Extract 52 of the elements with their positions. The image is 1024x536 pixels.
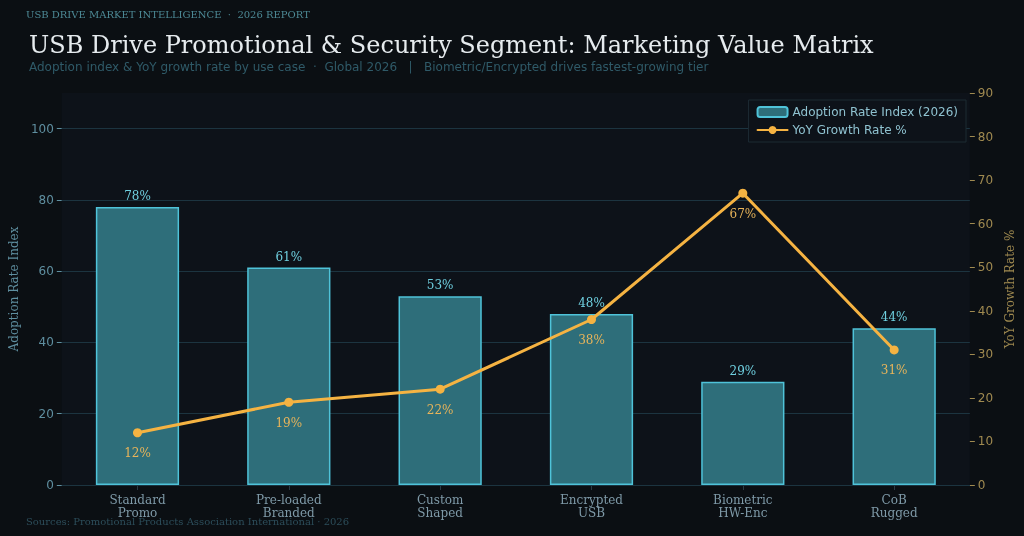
data-label: 29% bbox=[729, 363, 757, 378]
bar bbox=[549, 313, 634, 485]
y2-tick-label: 70 bbox=[977, 173, 994, 188]
bar bbox=[95, 207, 180, 485]
y-tick-label: 0 bbox=[46, 478, 54, 492]
y2-tick-label: 0 bbox=[977, 478, 986, 492]
data-label: 53% bbox=[426, 278, 454, 293]
y-tick-label: 80 bbox=[38, 192, 54, 207]
data-label: 31% bbox=[880, 363, 908, 378]
data-label: 48% bbox=[578, 295, 605, 310]
chart-subtitle: Adoption index & YoY growth rate by use case · Global 2026 | Biometric/Encrypted drives fastest-growing tier bbox=[29, 60, 709, 74]
point bbox=[284, 397, 294, 407]
data-label: 22% bbox=[426, 402, 454, 417]
x-tick-label: CoB Rugged bbox=[870, 492, 918, 520]
point bbox=[889, 345, 899, 355]
legend-label: YoY Growth Rate % bbox=[791, 123, 907, 137]
chart-title: USB Drive Promotional & Security Segment: Marketing Value Matrix bbox=[29, 31, 875, 59]
data-label: 38% bbox=[578, 332, 605, 347]
y2-tick-label: 90 bbox=[977, 86, 994, 100]
y2-tick-label: 30 bbox=[977, 347, 994, 362]
data-label: 61% bbox=[275, 249, 303, 264]
point bbox=[132, 428, 142, 438]
y2-tick-label: 10 bbox=[977, 434, 994, 449]
y-tick-label: 100 bbox=[30, 121, 54, 136]
y2-tick-label: 60 bbox=[977, 216, 994, 231]
y-axis-title: Adoption Rate Index bbox=[7, 226, 21, 353]
y2-tick-label: 50 bbox=[977, 260, 994, 275]
text: USB DRIVE MARKET INTELLIGENCE · 2026 REPORT bbox=[26, 8, 311, 20]
point bbox=[587, 314, 596, 324]
legend-label: Adoption Rate Index (2026) bbox=[792, 105, 959, 119]
bar bbox=[247, 267, 331, 485]
point bbox=[738, 188, 748, 198]
data-label: 44% bbox=[880, 310, 908, 325]
y-tick-label: 60 bbox=[38, 264, 54, 279]
point bbox=[435, 384, 445, 394]
bar bbox=[398, 296, 482, 485]
bar bbox=[701, 381, 785, 485]
bar bbox=[852, 328, 936, 485]
y2-tick-label: 20 bbox=[977, 390, 994, 405]
x-tick-label: Encrypted USB bbox=[559, 492, 624, 520]
data-label: 12% bbox=[124, 446, 151, 461]
y2-tick-label: 80 bbox=[977, 129, 994, 144]
y2-tick-label: 40 bbox=[977, 303, 994, 318]
y-tick-label: 40 bbox=[38, 335, 54, 350]
x-tick-label: Biometric HW-Enc bbox=[713, 492, 773, 520]
x-tick-label: Pre-loaded Branded bbox=[255, 492, 322, 520]
data-label: 19% bbox=[275, 415, 303, 430]
x-tick-label: Custom Shaped bbox=[416, 492, 465, 520]
data-label: 78% bbox=[124, 189, 151, 204]
y-tick-label: 20 bbox=[38, 406, 54, 421]
data-label: 67% bbox=[729, 206, 757, 221]
y2-axis-title: YoY Growth Rate % bbox=[1003, 229, 1017, 350]
